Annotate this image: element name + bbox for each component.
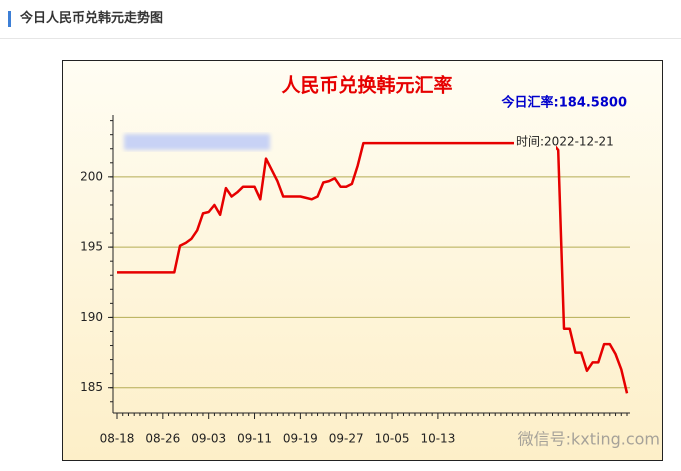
annotation-bg bbox=[514, 134, 556, 150]
y-tick-label: 195 bbox=[80, 240, 103, 254]
y-tick-label: 185 bbox=[80, 380, 103, 394]
header-title: 今日人民币兑韩元走势图 bbox=[8, 11, 163, 27]
x-tick-label: 09-19 bbox=[283, 432, 318, 446]
x-tick-label: 10-13 bbox=[420, 432, 455, 446]
y-tick-label: 200 bbox=[80, 169, 103, 183]
chart-title: 人民币兑换韩元汇率 bbox=[281, 74, 452, 97]
x-tick-label: 09-11 bbox=[237, 432, 272, 446]
annotation: 时间:2022-12-21 bbox=[516, 135, 614, 149]
x-tick-label: 08-26 bbox=[145, 432, 180, 446]
y-tick-label: 190 bbox=[80, 310, 103, 324]
chart-subtitle: 今日汇率:184.5800 bbox=[501, 95, 627, 111]
separator bbox=[0, 38, 681, 39]
x-tick-label: 08-18 bbox=[100, 432, 135, 446]
x-tick-label: 09-27 bbox=[329, 432, 364, 446]
blurred-area bbox=[124, 134, 270, 150]
x-tick-label: 09-03 bbox=[191, 432, 226, 446]
x-tick-label: 10-05 bbox=[375, 432, 410, 446]
chart-frame bbox=[62, 60, 663, 461]
watermark: 微信号:kxting.com bbox=[518, 430, 660, 449]
